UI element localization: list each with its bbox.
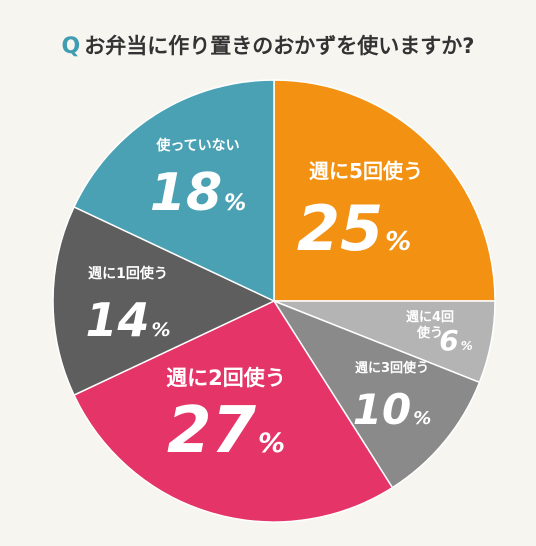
slice-label-6: 使っていない [155,137,239,154]
pie-slice-4 [73,300,394,523]
slice-value-5: 14% [85,293,170,347]
slice-label-1: 週に5回使う [309,159,423,183]
slice-value-2: 6% [439,324,473,357]
title-text: お弁当に作り置きのおかずを使いますか? [84,34,475,58]
slice-label-5: 週に1回使う [88,265,168,282]
chart-title: Q お弁当に作り置きのおかずを使いますか? [0,30,536,60]
slice-value-6: 18% [150,163,246,223]
title-prefix: Q [61,34,81,59]
slice-value-3: 10% [353,385,432,434]
slice-label-4: 週に2回使う [166,366,286,390]
slice-label-3: 週に3回使う [355,360,429,376]
slice-value-4: 27% [167,394,285,468]
pie-slice-1 [273,79,496,302]
pie-slice-5 [52,205,276,397]
slice-label-2: 週に4回使う [406,310,454,341]
slice-value-1: 25% [297,192,411,265]
pie-slice-6 [73,79,275,303]
pie-slice-3 [272,299,481,489]
